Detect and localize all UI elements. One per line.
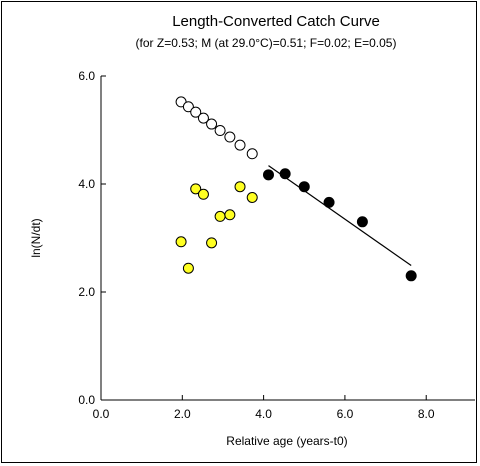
open-data-point <box>197 112 209 124</box>
yellow-data-point <box>182 262 194 274</box>
open-data-point <box>234 139 246 151</box>
y-ticks: 0.0 2.0 4.0 6.0 <box>78 69 106 407</box>
filled-data-point <box>323 196 335 208</box>
y-axis-label: ln(N/dt) <box>29 218 43 257</box>
plot-area: 0.0 2.0 4.0 6.0 0.0 2.0 4.0 6.0 8.0 <box>78 69 475 421</box>
open-data-point <box>214 125 226 137</box>
yellow-data-point <box>214 210 226 222</box>
yellow-data-point <box>234 181 246 193</box>
open-data-point <box>190 106 202 118</box>
open-data-point <box>224 131 236 143</box>
filled-data-point <box>298 181 310 193</box>
yellow-data-point <box>206 237 218 249</box>
yellow-data-point <box>190 183 202 195</box>
filled-data-point <box>279 168 291 180</box>
open-data-point <box>246 148 258 160</box>
y-tick-label: 2.0 <box>78 285 95 299</box>
regression-layer <box>268 165 412 267</box>
x-tick-label: 0.0 <box>93 407 110 421</box>
filled-data-point <box>356 216 368 228</box>
y-tick-label: 0.0 <box>78 393 95 407</box>
chart-subtitle: (for Z=0.53; M (at 29.0°C)=0.51; F=0.02;… <box>136 36 397 50</box>
filled-data-point <box>405 270 417 282</box>
x-tick-label: 6.0 <box>337 407 354 421</box>
filled-data-point <box>262 169 274 181</box>
y-tick-label: 4.0 <box>78 177 95 191</box>
yellow-data-point <box>197 188 209 200</box>
y-tick-label: 6.0 <box>78 69 95 83</box>
yellow-data-point <box>224 209 236 221</box>
regression-line <box>268 165 412 267</box>
x-tick-label: 2.0 <box>174 407 191 421</box>
x-ticks: 0.0 2.0 4.0 6.0 8.0 <box>93 395 435 421</box>
x-tick-label: 4.0 <box>255 407 272 421</box>
data-points <box>175 96 417 282</box>
open-data-point <box>182 101 194 113</box>
yellow-data-point <box>246 192 258 203</box>
x-tick-label: 8.0 <box>418 407 435 421</box>
chart-title: Length-Converted Catch Curve <box>172 13 380 30</box>
x-axis-label: Relative age (years-t0) <box>226 434 347 448</box>
open-data-point <box>206 118 218 130</box>
yellow-data-point <box>175 236 187 248</box>
